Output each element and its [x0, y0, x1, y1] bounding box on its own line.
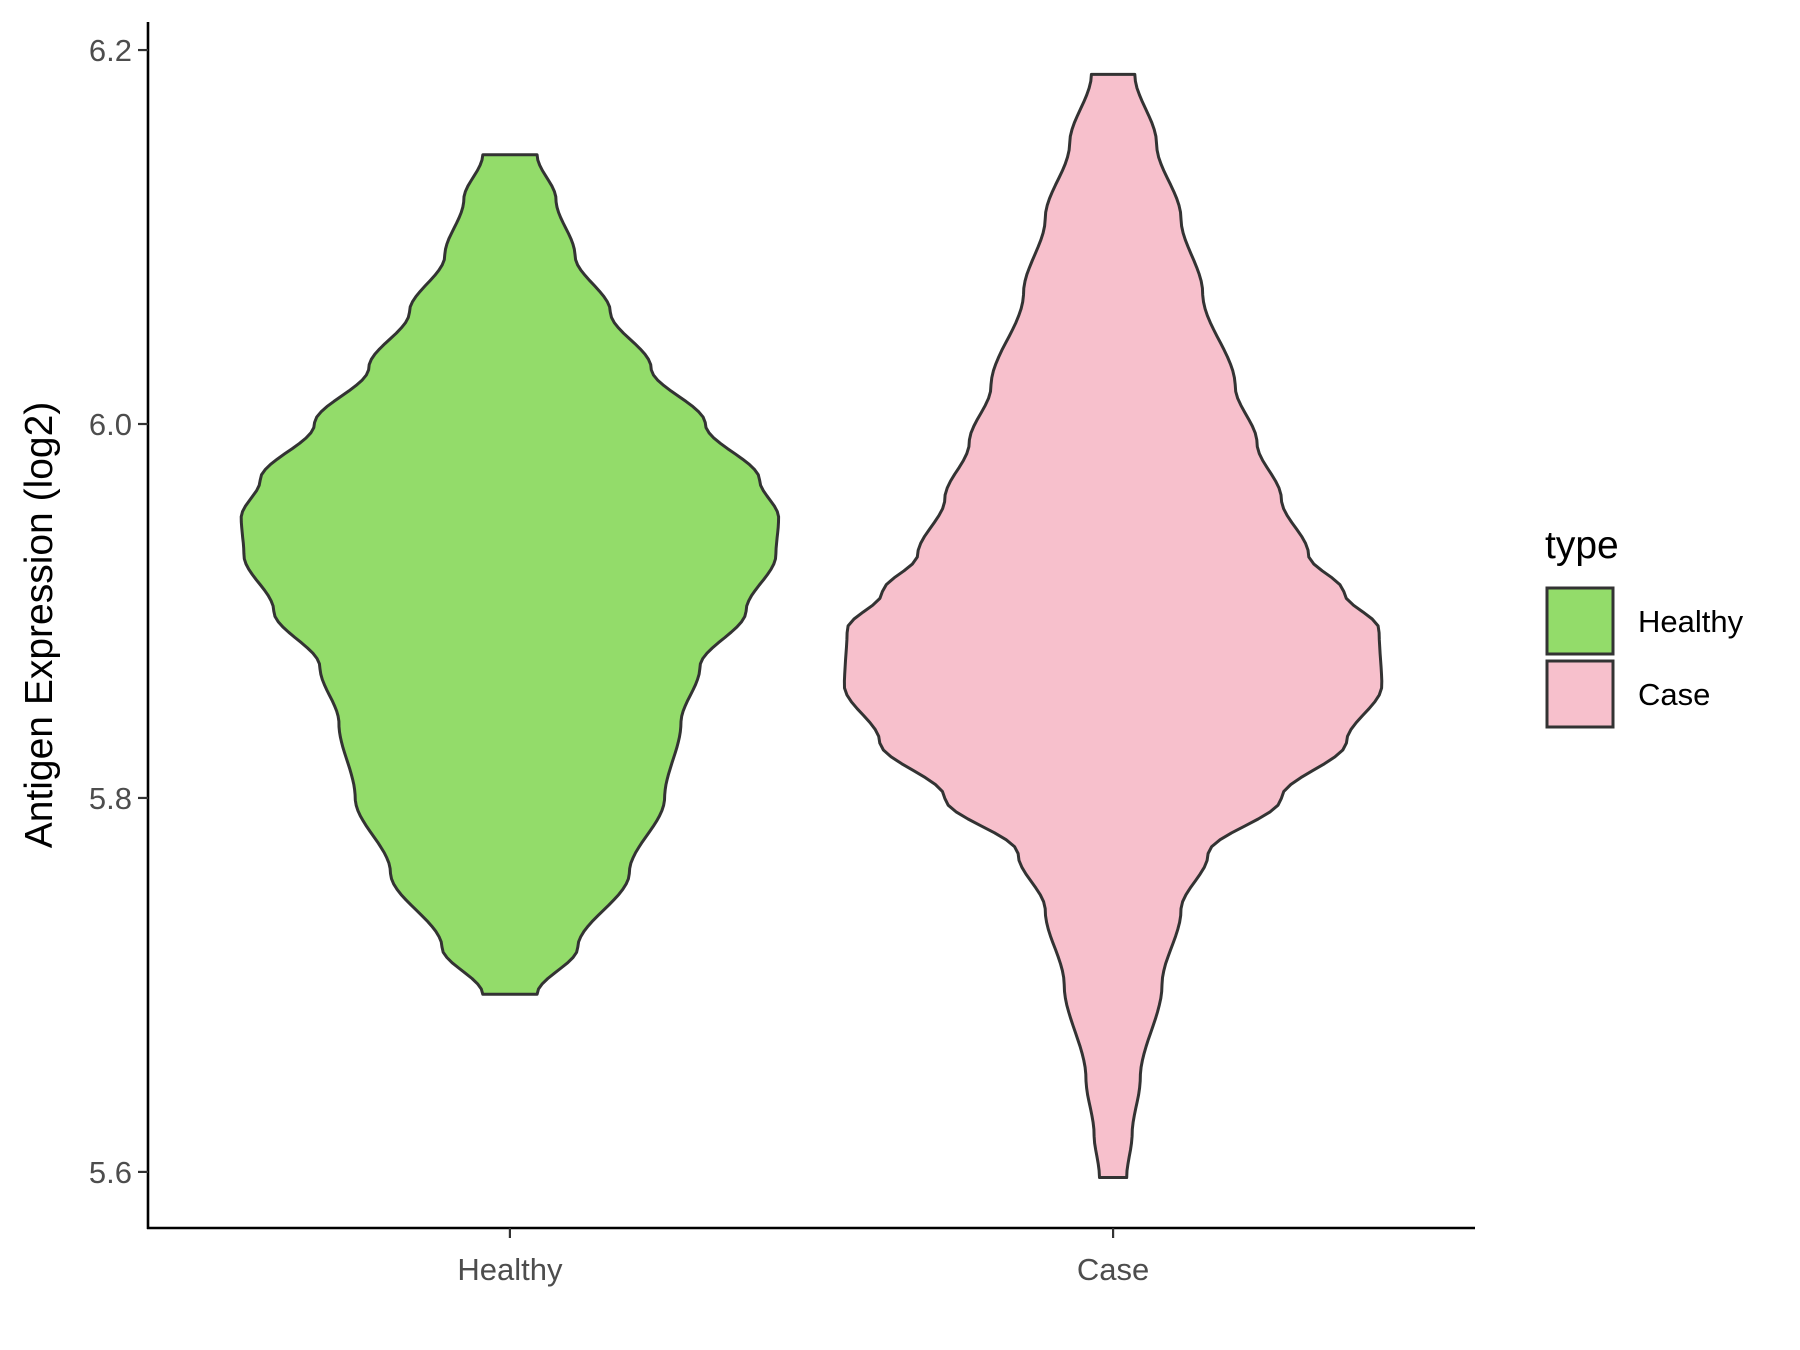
legend-label-healthy: Healthy — [1638, 604, 1744, 639]
plot-area — [239, 72, 1384, 1179]
legend-label-case: Case — [1638, 677, 1710, 712]
y-axis-ticks: 5.6 5.8 6.0 6.2 — [89, 33, 148, 1190]
x-tick-label: Healthy — [457, 1252, 563, 1287]
x-tick-label: Case — [1077, 1252, 1149, 1287]
violin-healthy — [239, 153, 781, 996]
legend: type Healthy Case — [1545, 524, 1744, 729]
y-tick-label: 5.6 — [89, 1155, 132, 1190]
y-tick-label: 6.0 — [89, 407, 132, 442]
legend-title: type — [1545, 524, 1619, 567]
legend-key-case — [1545, 659, 1615, 729]
y-tick-label: 6.2 — [89, 33, 132, 68]
violin-case — [842, 72, 1384, 1179]
x-axis-ticks: Healthy Case — [457, 1228, 1149, 1287]
legend-key-healthy — [1545, 586, 1615, 656]
y-axis-title: Antigen Expression (log2) — [18, 402, 61, 849]
y-tick-label: 5.8 — [89, 781, 132, 816]
